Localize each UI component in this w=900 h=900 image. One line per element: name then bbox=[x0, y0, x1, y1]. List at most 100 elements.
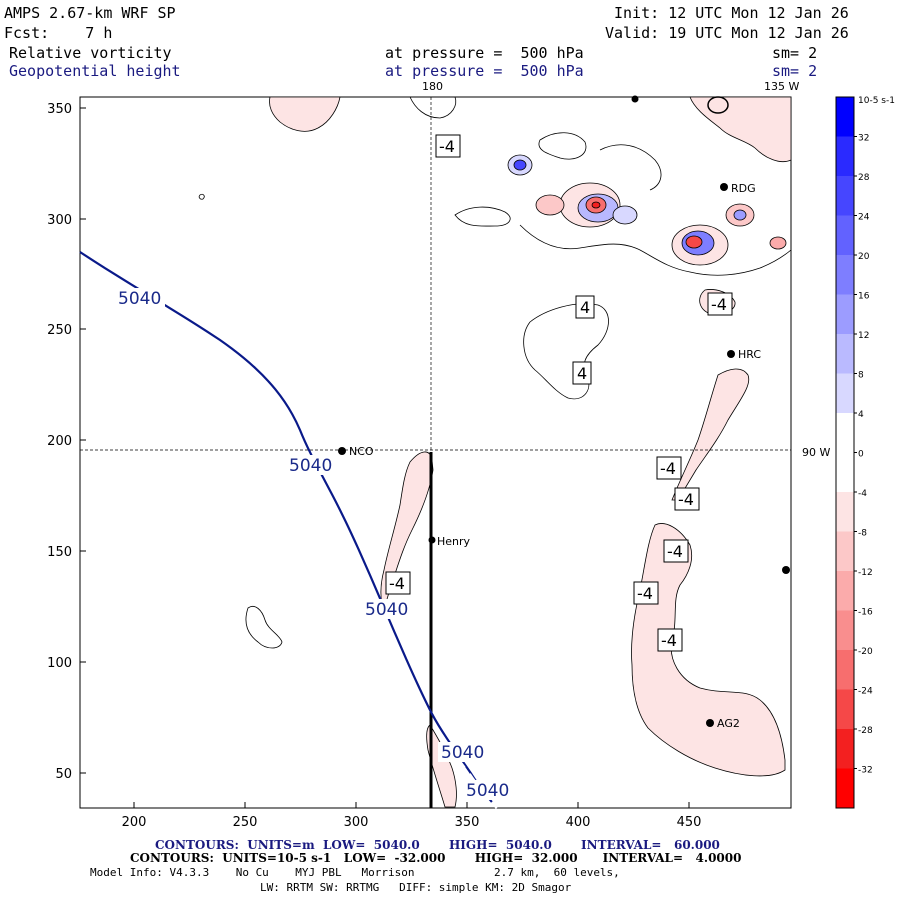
station-dot-rdg bbox=[720, 183, 728, 191]
field1-smoothing: sm= 2 bbox=[772, 44, 818, 62]
height-label: 5040 bbox=[441, 743, 484, 763]
colorbar-segment bbox=[836, 136, 854, 177]
colorbar-segment bbox=[836, 255, 854, 295]
vorticity-label: -4 bbox=[667, 542, 683, 561]
colorbar-label: 4 bbox=[858, 410, 864, 420]
longitude-label-90w: 90 W bbox=[802, 446, 830, 459]
vorticity-cluster-east bbox=[671, 96, 787, 266]
vorticity-label: -4 bbox=[678, 490, 694, 509]
colorbar-segment bbox=[836, 689, 854, 730]
footer-physics-info: LW: RRTM SW: RRTMG DIFF: simple KM: 2D S… bbox=[260, 881, 572, 894]
vorticity-label: 4 bbox=[577, 364, 587, 383]
colorbar-label: 20 bbox=[858, 252, 870, 262]
field1-pressure: at pressure = 500 hPa bbox=[385, 44, 584, 62]
footer-vorticity-contours: CONTOURS: UNITS=10-5 s-1 LOW= -32.000 HI… bbox=[130, 851, 742, 865]
model-title: AMPS 2.67-km WRF SP bbox=[4, 4, 176, 22]
y-tick-label: 350 bbox=[47, 102, 72, 117]
colorbar-segment bbox=[836, 452, 854, 493]
colorbar-label: -8 bbox=[858, 529, 867, 539]
longitude-label-180: 180 bbox=[422, 80, 443, 93]
vorticity-contour-belt-d bbox=[538, 132, 587, 160]
vorticity-label: -4 bbox=[389, 574, 405, 593]
station-label-hrc: HRC bbox=[738, 348, 761, 361]
colorbar-label: 8 bbox=[858, 371, 864, 381]
colorbar-label: -12 bbox=[858, 568, 873, 578]
station-dot-hrc bbox=[727, 350, 735, 358]
colorbar-unit: 10-5 s-1 bbox=[858, 96, 895, 106]
field2-pressure: at pressure = 500 hPa bbox=[385, 62, 584, 80]
init-time: Init: 12 UTC Mon 12 Jan 26 bbox=[614, 4, 849, 22]
longitude-label-135w: 135 W bbox=[764, 80, 799, 93]
vorticity-contour-belt-c bbox=[599, 144, 662, 191]
colorbar-segment bbox=[836, 768, 854, 809]
height-label: 5040 bbox=[466, 781, 509, 801]
vorticity-label: -4 bbox=[637, 584, 653, 603]
y-tick-label: 100 bbox=[47, 656, 72, 671]
x-tick-label: 350 bbox=[455, 815, 480, 830]
height-label: 5040 bbox=[118, 289, 161, 309]
vorticity-label-boxes bbox=[385, 134, 733, 652]
vorticity-label: -4 bbox=[660, 459, 676, 478]
colorbar-segment bbox=[836, 650, 854, 690]
colorbar-segment bbox=[836, 373, 854, 414]
station-dot-ag2 bbox=[706, 719, 714, 727]
colorbar-label: -20 bbox=[858, 647, 873, 657]
axis-ticks bbox=[80, 107, 690, 808]
vorticity-region-east bbox=[631, 523, 786, 777]
colorbar-segment bbox=[836, 294, 854, 335]
field1-name: Relative vorticity bbox=[9, 44, 172, 62]
x-tick-label: 450 bbox=[677, 815, 702, 830]
vorticity-contour-small bbox=[198, 193, 205, 200]
colorbar-label: -4 bbox=[858, 489, 867, 499]
colorbar-label: 24 bbox=[858, 213, 870, 223]
colorbar-segment bbox=[836, 571, 854, 611]
colorbar-segment bbox=[836, 413, 854, 453]
forecast-hour: Fcst: 7 h bbox=[4, 24, 113, 42]
station-dot-edge-east bbox=[782, 566, 790, 574]
colorbar-label: 16 bbox=[858, 292, 870, 302]
colorbar: 32 28 24 20 16 12 8 4 0 -4 -8 -12 -16 -20 -24 -28 -32 bbox=[835, 96, 873, 809]
colorbar-label: 0 bbox=[858, 450, 864, 460]
vorticity-label: -4 bbox=[711, 295, 727, 314]
vorticity-region-top bbox=[269, 96, 341, 132]
field2-name: Geopotential height bbox=[9, 62, 181, 80]
x-tick-label: 300 bbox=[344, 815, 369, 830]
station-dot-nco bbox=[338, 447, 346, 455]
height-contour-5040-dashed bbox=[436, 729, 499, 809]
x-tick-label: 200 bbox=[122, 815, 147, 830]
colorbar-segment bbox=[836, 215, 854, 256]
station-label-henry: Henry bbox=[437, 535, 471, 548]
vorticity-label: 4 bbox=[580, 298, 590, 317]
colorbar-label: 32 bbox=[858, 134, 869, 144]
footer-height-contours: CONTOURS: UNITS=m LOW= 5040.0 HIGH= 5040… bbox=[155, 838, 720, 852]
colorbar-label: 28 bbox=[858, 173, 870, 183]
colorbar-segment bbox=[836, 531, 854, 572]
colorbar-label: -28 bbox=[858, 726, 873, 736]
station-label-nco: NCO bbox=[349, 445, 374, 458]
field2-smoothing: sm= 2 bbox=[772, 62, 818, 80]
station-dot-henry bbox=[428, 536, 436, 544]
vorticity-contour-belt-b bbox=[519, 224, 792, 276]
vorticity-region-hrc bbox=[671, 368, 750, 501]
y-tick-label: 50 bbox=[55, 767, 72, 782]
x-tick-label: 250 bbox=[233, 815, 258, 830]
colorbar-label: -16 bbox=[858, 608, 873, 618]
colorbar-label: -24 bbox=[858, 687, 873, 697]
station-dot-top bbox=[631, 95, 639, 103]
vorticity-contour-belt-a bbox=[454, 206, 511, 227]
colorbar-segment bbox=[836, 334, 854, 374]
colorbar-segment bbox=[836, 729, 854, 769]
valid-time: Valid: 19 UTC Mon 12 Jan 26 bbox=[605, 24, 849, 42]
station-label-ag2: AG2 bbox=[717, 717, 740, 730]
y-tick-label: 250 bbox=[47, 323, 72, 338]
vorticity-label: -4 bbox=[439, 137, 455, 156]
footer-model-info: Model Info: V4.3.3 No Cu MYJ PBL Morriso… bbox=[90, 866, 620, 879]
colorbar-label: 12 bbox=[858, 331, 869, 341]
vorticity-cluster-central bbox=[507, 154, 638, 228]
vorticity-label: -4 bbox=[661, 631, 677, 650]
colorbar-segment bbox=[836, 97, 854, 137]
x-tick-label: 400 bbox=[566, 815, 591, 830]
y-tick-label: 300 bbox=[47, 213, 72, 228]
colorbar-label: -32 bbox=[858, 766, 873, 776]
